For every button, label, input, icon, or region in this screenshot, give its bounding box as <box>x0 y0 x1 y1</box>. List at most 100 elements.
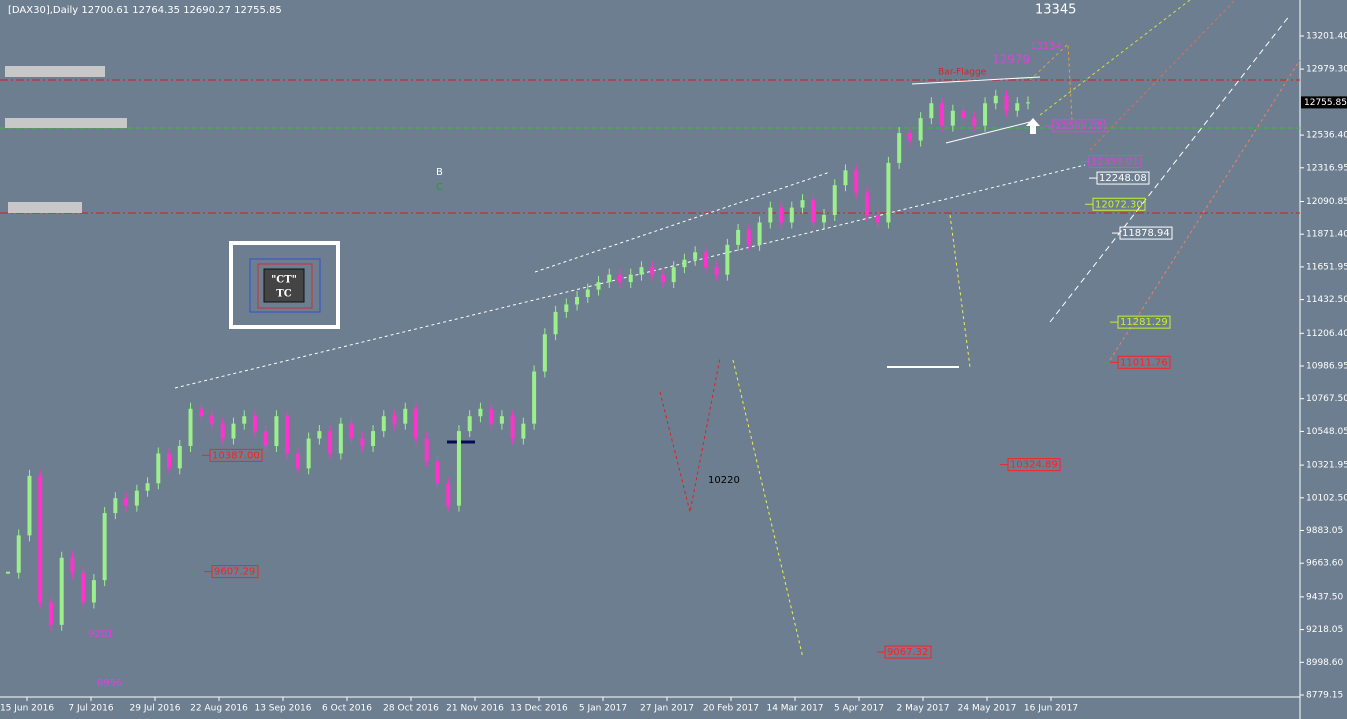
price-tick-label: 13201.40 <box>1306 32 1347 42</box>
annotation: C <box>436 182 443 193</box>
candle <box>1026 102 1030 104</box>
candle <box>317 431 322 439</box>
logo-frame <box>263 268 305 303</box>
candle <box>553 311 558 335</box>
logo: "CT" TC <box>229 241 340 329</box>
candle <box>618 274 622 283</box>
date-tick-label: 5 Apr 2017 <box>834 704 884 714</box>
candle <box>231 423 236 439</box>
candle <box>48 602 53 625</box>
price-label: 10324.89 <box>1010 460 1058 471</box>
current-price-box <box>1301 96 1347 109</box>
candle <box>940 103 945 126</box>
price-tick-label: 9663.60 <box>1306 559 1343 569</box>
candle <box>671 267 676 283</box>
candle <box>660 274 665 283</box>
price-label-box <box>209 448 263 462</box>
candle <box>403 408 408 424</box>
price-label-box <box>1088 155 1142 169</box>
candle <box>295 453 300 469</box>
price-label: 12359.01 <box>1091 157 1139 168</box>
candle <box>757 222 762 245</box>
price-label-box <box>1052 119 1106 133</box>
label-block <box>5 118 127 128</box>
price-label-box <box>1007 458 1061 472</box>
date-tick-label: 24 May 2017 <box>958 704 1017 714</box>
candle <box>467 416 472 432</box>
candle <box>875 215 880 223</box>
candle <box>532 371 537 424</box>
price-tick-label: 10767.50 <box>1306 394 1347 404</box>
candle <box>736 229 741 245</box>
price-label-box <box>211 565 259 579</box>
candle <box>843 170 848 186</box>
price-label-box <box>1096 171 1150 185</box>
candle <box>510 416 515 439</box>
annotation: 12979 <box>992 53 1030 67</box>
date-tick-label: 5 Jan 2017 <box>579 704 627 714</box>
candle <box>983 103 988 126</box>
channel-line <box>1089 0 1236 151</box>
annotation: 13134 <box>1030 41 1062 52</box>
candle <box>210 416 214 424</box>
candle <box>102 513 107 581</box>
candle <box>864 192 869 216</box>
candle <box>263 431 268 447</box>
candle <box>929 103 934 119</box>
price-label: 11878.94 <box>1122 228 1170 239</box>
candle <box>1004 95 1009 111</box>
candle <box>252 416 257 432</box>
price-tick-label: 10102.50 <box>1306 493 1347 503</box>
price-tick-label: 12979.30 <box>1306 65 1347 75</box>
candle <box>91 580 96 603</box>
price-tick-label: 11651.95 <box>1306 262 1347 272</box>
channel-line <box>1049 14 1291 323</box>
logo-text: "CT" <box>271 275 297 286</box>
date-tick-label: 22 Aug 2016 <box>190 704 248 714</box>
annotation: 10220 <box>708 475 740 486</box>
candle <box>349 423 354 439</box>
date-tick-label: 16 Jun 2017 <box>1024 704 1078 714</box>
candle <box>242 416 247 424</box>
candle <box>822 215 826 223</box>
candle <box>800 200 805 208</box>
wave-line <box>1029 42 1073 121</box>
price-label: 10387.00 <box>212 450 260 461</box>
price-tick-label: 12316.95 <box>1306 163 1347 173</box>
logo-frame <box>249 258 321 313</box>
candle <box>725 244 730 275</box>
annotation: 9201 <box>88 629 113 640</box>
logo-frame <box>229 241 340 329</box>
price-tick-label: 12536.40 <box>1306 131 1347 141</box>
candle <box>489 408 494 424</box>
date-tick-label: 15 Jun 2016 <box>0 704 54 714</box>
candle <box>177 446 182 469</box>
candle <box>886 162 891 223</box>
candle <box>274 416 279 447</box>
logo-text: TC <box>276 289 291 300</box>
candle <box>338 423 343 454</box>
price-tick-label: 11432.50 <box>1306 295 1347 305</box>
price-label-box <box>1092 197 1146 211</box>
candle <box>693 252 698 260</box>
candle <box>27 475 32 536</box>
candle <box>424 438 429 461</box>
candle <box>134 490 139 506</box>
candle <box>854 170 859 193</box>
price-tick-label: 9437.50 <box>1306 592 1343 602</box>
candle <box>285 416 290 454</box>
candle <box>38 475 43 603</box>
price-label-box <box>1117 315 1171 329</box>
arrow-up <box>1026 118 1040 134</box>
candle <box>16 535 21 573</box>
current-price-label: 12755.85 <box>1304 98 1347 108</box>
annotation: Bar-Flagge <box>938 68 987 78</box>
candle <box>446 483 451 506</box>
candle <box>907 133 912 141</box>
price-tick-label: 10548.05 <box>1306 427 1347 437</box>
candle <box>714 267 719 275</box>
candle <box>961 110 966 119</box>
candle <box>993 95 998 104</box>
candle <box>628 274 633 283</box>
